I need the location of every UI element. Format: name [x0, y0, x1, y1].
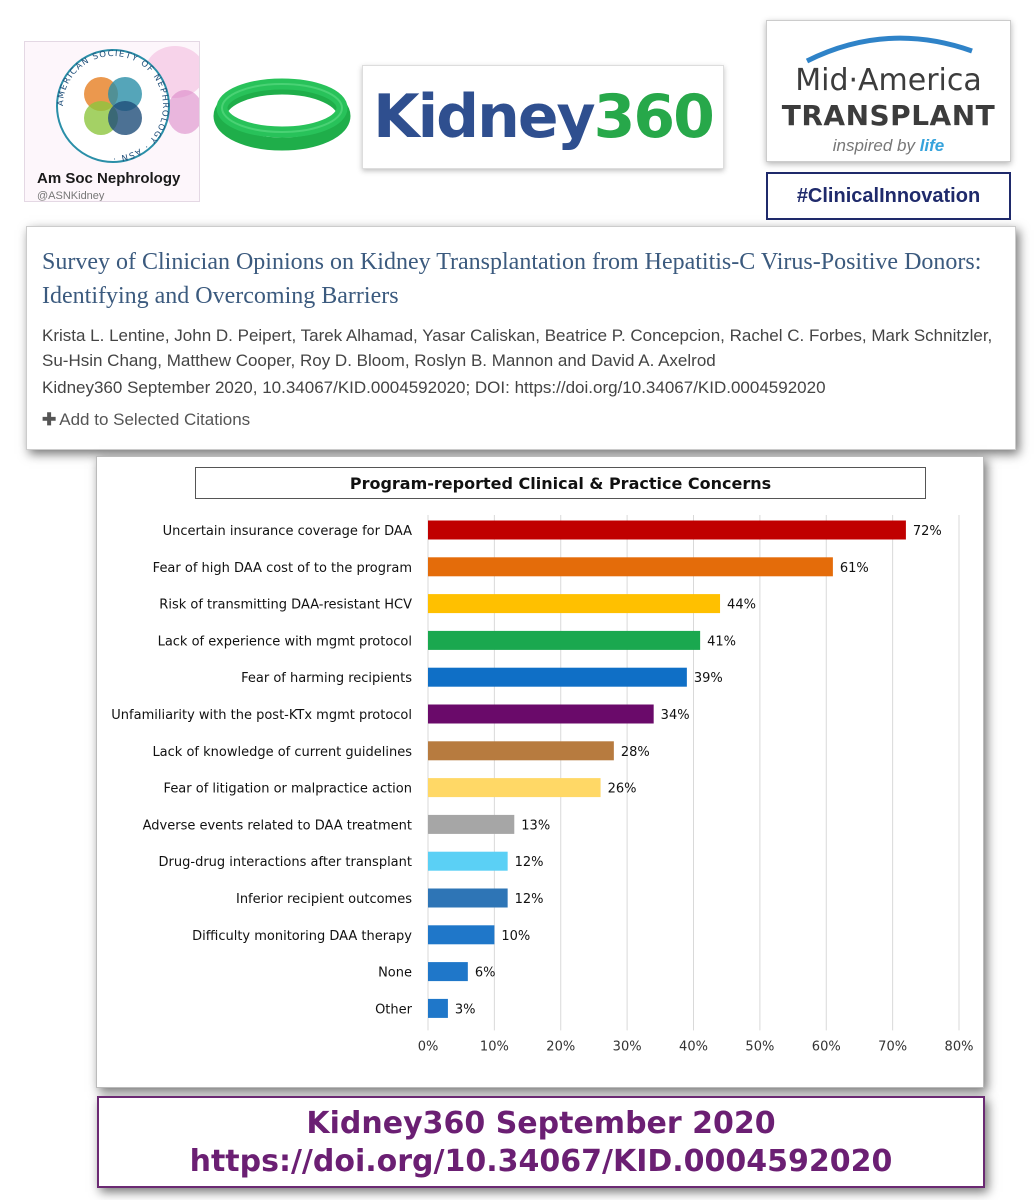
- chart-title: Program-reported Clinical & Practice Con…: [349, 473, 772, 493]
- value-label: 12%: [515, 892, 544, 907]
- mat-tagline-prefix: inspired by: [832, 136, 915, 155]
- category-label: Lack of experience with mgmt protocol: [158, 634, 412, 649]
- kidney360-logo: Kidney360: [362, 65, 724, 169]
- add-to-citations-label: Add to Selected Citations: [59, 410, 251, 429]
- x-tick-label: 0%: [418, 1039, 439, 1054]
- emblem-circle: [108, 101, 142, 135]
- category-label: Lack of knowledge of current guidelines: [152, 745, 412, 760]
- value-label: 12%: [515, 855, 544, 870]
- footer-journal-date: Kidney360 September 2020: [306, 1106, 776, 1141]
- bar: [428, 998, 448, 1018]
- bar: [428, 630, 701, 650]
- category-label: Adverse events related to DAA treatment: [143, 818, 412, 833]
- category-label: Fear of litigation or malpractice action: [164, 782, 412, 797]
- bar: [428, 704, 654, 724]
- chart-title-box: Program-reported Clinical & Practice Con…: [195, 467, 926, 499]
- category-label: Difficulty monitoring DAA therapy: [192, 929, 412, 944]
- footer-doi[interactable]: https://doi.org/10.34067/KID.0004592020: [189, 1144, 893, 1179]
- hashtag-label: #ClinicalInnovation: [766, 172, 1011, 220]
- mat-tagline: inspired by life: [767, 136, 1010, 156]
- category-label: Unfamiliarity with the post-KTx mgmt pro…: [111, 708, 412, 723]
- citation-card: Survey of Clinician Opinions on Kidney T…: [26, 226, 1016, 450]
- swoosh-icon: [805, 35, 973, 64]
- asn-emblem: AMERICAN SOCIETY OF NEPHROLOGY · ASN ·: [56, 46, 199, 163]
- plus-icon: ✚: [42, 410, 57, 429]
- flower-decoration: [167, 90, 199, 134]
- bar: [428, 851, 508, 871]
- bar: [428, 925, 495, 945]
- bar: [428, 557, 833, 577]
- value-label: 28%: [621, 745, 650, 760]
- bar: [428, 741, 614, 761]
- category-label: Fear of harming recipients: [241, 671, 412, 686]
- x-tick-label: 30%: [613, 1039, 642, 1054]
- x-tick-label: 20%: [546, 1039, 575, 1054]
- category-label: None: [378, 966, 412, 981]
- value-label: 44%: [727, 598, 756, 613]
- asn-logo: AMERICAN SOCIETY OF NEPHROLOGY · ASN · A…: [24, 41, 200, 202]
- category-label: Drug-drug interactions after transplant: [159, 855, 412, 870]
- x-tick-label: 50%: [745, 1039, 774, 1054]
- article-authors: Krista L. Lentine, John D. Peipert, Tare…: [42, 326, 993, 370]
- green-wristband-image: [212, 72, 352, 154]
- mid-america-transplant-logo: Mid·America TRANSPLANT inspired by life: [766, 20, 1011, 162]
- category-label: Uncertain insurance coverage for DAA: [163, 524, 413, 539]
- value-label: 61%: [840, 561, 869, 576]
- x-tick-label: 70%: [878, 1039, 907, 1054]
- kidney360-wordmark: Kidney360: [373, 82, 715, 152]
- x-tick-label: 80%: [945, 1039, 974, 1054]
- category-label: Inferior recipient outcomes: [236, 892, 412, 907]
- add-to-citations-link[interactable]: ✚ Add to Selected Citations: [42, 410, 250, 430]
- asn-account-name: Am Soc Nephrology: [37, 170, 181, 187]
- kidney360-wordmark-kidney: Kidney: [373, 82, 596, 152]
- bar: [428, 594, 721, 614]
- asn-account-handle: @ASNKidney: [37, 190, 105, 202]
- value-label: 34%: [661, 708, 690, 723]
- value-label: 3%: [455, 1002, 476, 1017]
- category-label: Other: [375, 1002, 413, 1017]
- category-label: Risk of transmitting DAA-resistant HCV: [159, 598, 412, 613]
- mat-tagline-accent: life: [919, 136, 945, 155]
- bar: [428, 962, 468, 982]
- article-source: Kidney360 September 2020, 10.34067/KID.0…: [42, 378, 826, 397]
- category-label: Fear of high DAA cost of to the program: [153, 561, 412, 576]
- bar-chart: 0% 10% 20% 30% 40% 50% 60% 70% 80% Uncertain insu…: [111, 515, 974, 1054]
- x-tick-label: 40%: [679, 1039, 708, 1054]
- emblem-circle: [84, 101, 118, 135]
- bar: [428, 814, 515, 834]
- value-label: 39%: [694, 671, 723, 686]
- value-label: 72%: [913, 524, 942, 539]
- value-label: 41%: [707, 634, 736, 649]
- bar: [428, 888, 508, 908]
- kidney360-wordmark-360: 360: [593, 82, 715, 152]
- bar: [428, 667, 687, 687]
- chart-card: Program-reported Clinical & Practice Con…: [96, 456, 984, 1088]
- value-label: 6%: [475, 966, 496, 981]
- footer-banner: Kidney360 September 2020 https://doi.org…: [97, 1096, 985, 1188]
- x-tick-label: 60%: [812, 1039, 841, 1054]
- article-title[interactable]: Survey of Clinician Opinions on Kidney T…: [42, 249, 982, 309]
- bar: [428, 520, 906, 540]
- mat-wordmark-line1: Mid·America: [795, 63, 982, 98]
- mat-wordmark-line2: TRANSPLANT: [781, 99, 996, 132]
- x-tick-label: 10%: [480, 1039, 509, 1054]
- value-label: 26%: [608, 782, 637, 797]
- value-label: 13%: [521, 818, 550, 833]
- value-label: 10%: [501, 929, 530, 944]
- emblem-circle: [84, 77, 118, 111]
- bar: [428, 778, 601, 798]
- emblem-circle: [108, 77, 142, 111]
